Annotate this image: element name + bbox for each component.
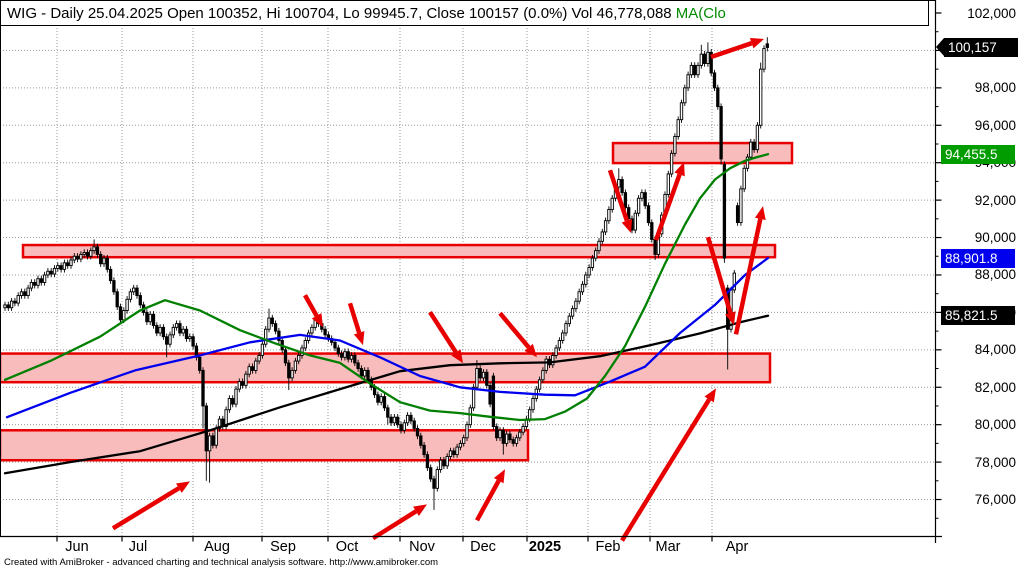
price-marker-100157: 100,157 (936, 37, 1018, 57)
trend-arrow (705, 236, 733, 314)
trend-arrow (111, 486, 181, 531)
x-axis-label: Jun (65, 539, 89, 555)
ma-indicator-label: MA(Clo (675, 5, 726, 22)
y-axis-label: 98,000 (974, 80, 1016, 96)
y-axis-label: 76,000 (974, 492, 1016, 508)
axes (0, 0, 942, 543)
amibroker-credit-text: Created with AmiBroker - advanced charti… (4, 557, 439, 568)
trend-arrowhead (451, 349, 463, 364)
x-axis-label: Mar (655, 539, 681, 555)
y-axis-label: 82,000 (974, 379, 1016, 395)
y-axis-label: 96,000 (974, 117, 1016, 133)
x-axis-label: Feb (595, 539, 621, 555)
y-axis-label: 90,000 (974, 230, 1016, 246)
trend-arrowhead (311, 313, 323, 328)
zone-support-78100-79700 (0, 429, 530, 462)
zone-resistance-94000-95000 (611, 141, 794, 165)
trend-arrow (607, 169, 630, 222)
x-axis-label: Aug (204, 539, 230, 555)
trend-arrowhead (704, 388, 716, 403)
x-axis-label: Dec (470, 539, 496, 555)
ma-mid-blue-line (5, 256, 770, 419)
x-axis-label: 2025 (528, 539, 562, 555)
y-axis-label: 84,000 (974, 342, 1016, 358)
ma-fast-green-line (3, 153, 770, 422)
trend-arrow (428, 310, 458, 354)
trend-arrowhead (674, 162, 685, 177)
annotation-arrows (111, 37, 766, 542)
trend-arrowhead (176, 481, 190, 493)
candlesticks (3, 37, 769, 510)
y-axis-label: 88,000 (974, 267, 1016, 283)
trend-arrow (733, 218, 763, 335)
x-axis-label: Apr (725, 539, 749, 555)
trend-arrowhead (754, 206, 766, 220)
trend-arrow (347, 302, 362, 334)
ma-slow-black-line (3, 314, 770, 475)
zone-resistance-may-2024 (21, 243, 777, 259)
x-axis-label: Oct (335, 539, 359, 555)
trend-arrowhead (353, 331, 365, 346)
chart-title-text: WIG - Daily 25.04.2025 Open 100352, Hi 1… (7, 5, 676, 22)
trend-arrowhead (621, 218, 633, 234)
trend-arrowhead (749, 37, 764, 49)
moving-averages (3, 153, 770, 475)
price-marker-889018: 88,901.8 (941, 248, 1015, 268)
y-axis-label: 92,000 (974, 192, 1016, 208)
trend-arrowhead (725, 311, 736, 326)
chart-title-bar: WIG - Daily 25.04.2025 Open 100352, Hi 1… (0, 0, 929, 26)
trend-arrow (303, 294, 319, 317)
trend-arrowhead (413, 504, 427, 516)
y-axis-label: 80,000 (974, 417, 1016, 433)
trend-arrow (620, 398, 712, 542)
x-axis-label: Jul (128, 539, 148, 555)
trend-arrowhead (524, 343, 537, 358)
marker-arrow-tip (936, 37, 944, 56)
trend-arrow (710, 41, 753, 60)
trend-arrow (371, 509, 418, 541)
y-axis-label: 102,000 (967, 5, 1016, 21)
x-axis-label: Nov (409, 539, 435, 555)
price-marker-944555: 94,455.5 (941, 144, 1015, 164)
x-axis-label: Sep (270, 539, 296, 555)
trend-arrow (475, 479, 501, 522)
trend-arrow (653, 173, 682, 241)
price-marker-858215: 85,821.5 (941, 306, 1015, 326)
y-axis-label: 78,000 (974, 454, 1016, 470)
trend-arrowhead (493, 469, 505, 484)
trend-arrow (498, 311, 531, 349)
